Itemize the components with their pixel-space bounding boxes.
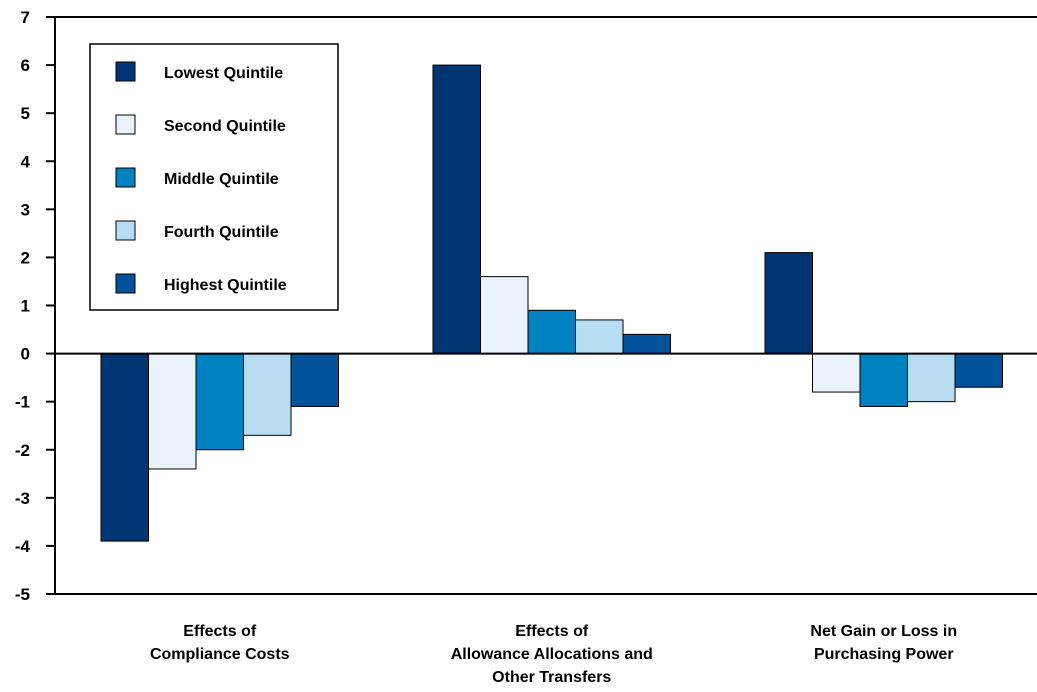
y-tick-label: 4 bbox=[21, 152, 31, 171]
legend: Lowest Quintile Second Quintile Middle Qui… bbox=[89, 43, 339, 311]
category-label: Net Gain or Loss in bbox=[810, 623, 957, 640]
y-tick-label: 5 bbox=[21, 104, 30, 123]
category-label: Other Transfers bbox=[492, 669, 611, 686]
legend-label: Middle Quintile bbox=[164, 171, 279, 188]
legend-label: Second Quintile bbox=[164, 118, 286, 135]
category-label: Effects of bbox=[515, 623, 589, 640]
category-label: Allowance Allocations and bbox=[451, 646, 653, 663]
y-axis-ticks: 7 6 5 4 3 2 1 0 -1 -2 -3 -4 -5 bbox=[15, 8, 55, 604]
legend-swatch bbox=[115, 220, 136, 241]
y-tick-label: -1 bbox=[15, 393, 30, 412]
y-tick-label: 7 bbox=[21, 8, 30, 27]
y-tick-label: -3 bbox=[15, 489, 30, 508]
legend-swatch bbox=[115, 61, 136, 82]
y-tick-label: -5 bbox=[15, 585, 30, 604]
bar-fourth-quintile-1 bbox=[575, 319, 624, 355]
category-label: Purchasing Power bbox=[814, 646, 954, 663]
y-tick-label: 1 bbox=[21, 297, 30, 316]
legend-label: Lowest Quintile bbox=[164, 65, 283, 82]
bar-middle-quintile-0 bbox=[195, 353, 244, 451]
bar-middle-quintile-1 bbox=[527, 309, 576, 355]
y-tick-label: -2 bbox=[15, 441, 30, 460]
legend-swatch bbox=[115, 114, 136, 135]
bar-second-quintile-0 bbox=[148, 353, 197, 470]
category-label: Effects of bbox=[183, 623, 257, 640]
y-tick-label: 6 bbox=[21, 56, 30, 75]
legend-swatch bbox=[115, 273, 136, 294]
bar-highest-quintile-1 bbox=[622, 333, 671, 355]
legend-label: Fourth Quintile bbox=[164, 224, 279, 241]
bar-highest-quintile-2 bbox=[954, 353, 1003, 388]
bars bbox=[100, 64, 1003, 542]
bar-highest-quintile-0 bbox=[290, 353, 339, 407]
legend-label: Highest Quintile bbox=[164, 277, 287, 294]
y-tick-label: 3 bbox=[21, 200, 30, 219]
bar-lowest-quintile-0 bbox=[100, 353, 149, 542]
bar-second-quintile-2 bbox=[812, 353, 861, 393]
bar-lowest-quintile-2 bbox=[764, 252, 813, 355]
category-label: Compliance Costs bbox=[150, 646, 290, 663]
bar-fourth-quintile-0 bbox=[243, 353, 292, 436]
y-tick-label: -4 bbox=[15, 537, 31, 556]
y-tick-label: 0 bbox=[21, 345, 30, 364]
legend-swatch bbox=[115, 167, 136, 188]
category-labels: Effects of Compliance Costs Effects of Allo… bbox=[150, 623, 957, 686]
bar-middle-quintile-2 bbox=[859, 353, 908, 407]
bar-fourth-quintile-2 bbox=[907, 353, 956, 403]
y-tick-label: 2 bbox=[21, 248, 30, 267]
bar-second-quintile-1 bbox=[480, 276, 529, 355]
bar-lowest-quintile-1 bbox=[432, 64, 481, 355]
